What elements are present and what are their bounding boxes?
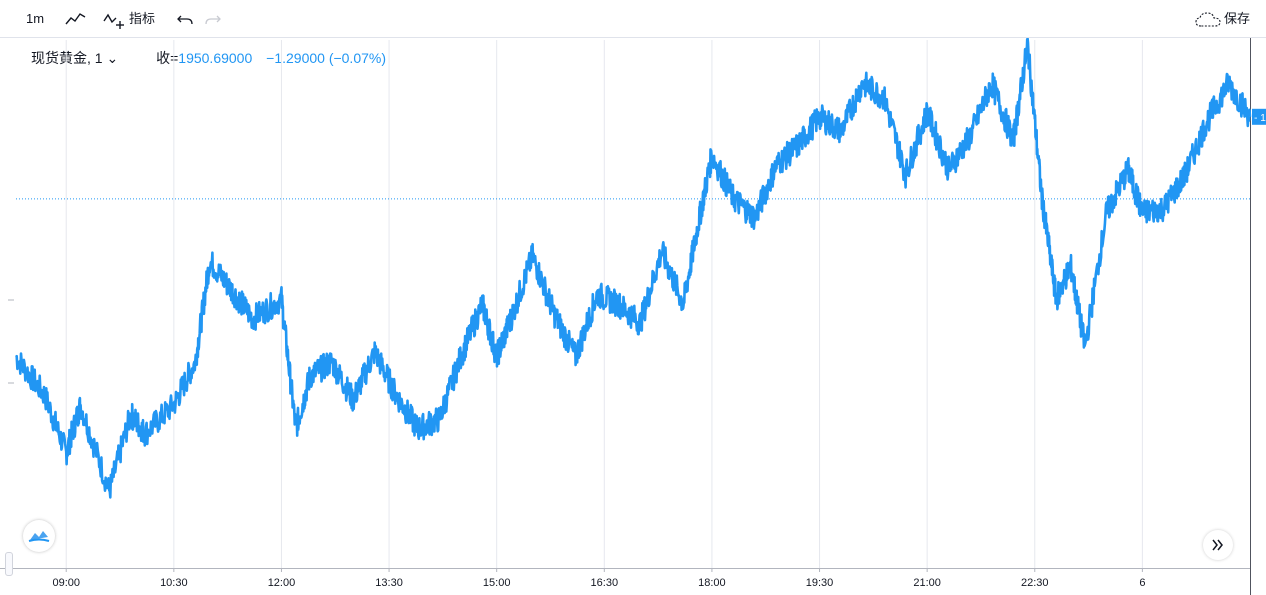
x-tick-label: 18:00 — [698, 577, 726, 589]
chart-grid — [65, 40, 1143, 568]
x-tick-label: 09:00 — [52, 577, 80, 589]
price-series-line — [14, 38, 1252, 499]
price-label-text: - 1 — [1254, 113, 1266, 124]
x-tick-label: 22:30 — [1021, 577, 1049, 589]
x-tick-label: 12:00 — [268, 577, 296, 589]
save-label: 保存 — [1223, 11, 1250, 26]
save-button[interactable]: 保存 — [1195, 9, 1250, 29]
x-tick-label: 19:30 — [806, 577, 834, 589]
interval-button[interactable]: 1m — [26, 11, 45, 26]
redo-icon[interactable] — [205, 9, 221, 29]
change-value: −1.29000 (−0.07%) — [266, 50, 387, 66]
scroll-to-realtime-button[interactable] — [1203, 530, 1233, 560]
x-tick-label: 16:30 — [591, 577, 619, 589]
price-chart[interactable]: 09:00 10:30 12:00 13:30 15:00 16:30 18:00 19:30… — [0, 38, 1266, 595]
x-tick-label: 10:30 — [160, 577, 188, 589]
series-group — [14, 38, 1252, 499]
price-label-box — [1252, 108, 1266, 125]
undo-icon[interactable] — [177, 9, 193, 29]
series-legend: 现货黄金, 1 ⌄ 收=1950.69000 −1.29000 (−0.07%) — [31, 48, 386, 68]
cloud-icon — [1195, 12, 1221, 27]
chart-logo-button[interactable] — [23, 520, 55, 552]
x-tick-label: 15:00 — [483, 577, 511, 589]
double-chevron-right-icon — [1212, 539, 1223, 551]
indicators-button[interactable]: 指标 — [103, 9, 155, 30]
chevron-down-icon: ⌄ — [106, 50, 119, 66]
x-axis: 09:00 10:30 12:00 13:30 15:00 16:30 18:00 19:30… — [0, 38, 1251, 595]
indicators-icon — [103, 13, 124, 29]
scroll-handle[interactable] — [5, 552, 13, 576]
line-chart-icon[interactable] — [64, 9, 88, 29]
indicators-label: 指标 — [129, 11, 156, 26]
x-tick-label: 21:00 — [913, 577, 941, 589]
top-toolbar: 1m 指标 保存 — [0, 0, 1266, 38]
symbol-selector[interactable]: 现货黄金, 1 ⌄ — [31, 50, 119, 66]
close-value: 1950.69000 — [178, 50, 253, 66]
x-tick-label: 13:30 — [375, 577, 403, 589]
close-label: 收= — [156, 50, 179, 66]
overlays: - 1 — [16, 108, 1266, 200]
logo-icon — [28, 531, 50, 542]
x-tick-label: 6 — [1139, 577, 1145, 589]
